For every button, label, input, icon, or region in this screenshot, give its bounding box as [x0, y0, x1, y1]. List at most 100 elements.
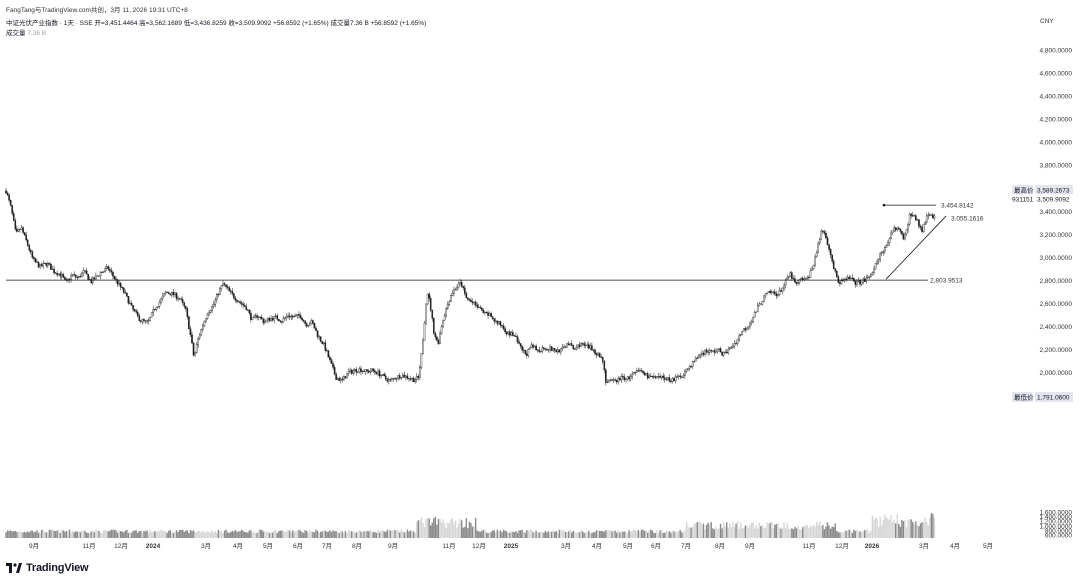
candle	[529, 346, 531, 350]
time-tick-label: 12月	[472, 542, 486, 550]
volume-bar	[31, 530, 34, 538]
volume-bar	[656, 530, 658, 538]
volume-bar	[230, 531, 232, 538]
volume-bar	[839, 532, 841, 538]
candle	[352, 368, 355, 376]
candle	[189, 325, 192, 337]
volume-bar	[426, 517, 429, 538]
candle	[129, 300, 131, 305]
volume-bar	[265, 532, 268, 538]
candle	[248, 309, 251, 316]
volume-bar	[437, 519, 440, 538]
candle	[59, 271, 62, 280]
volume-bar	[64, 531, 66, 538]
candle	[693, 359, 695, 363]
volume-bar	[27, 531, 29, 538]
volume-bar	[681, 532, 683, 538]
currency-label[interactable]: CNY	[1040, 18, 1054, 25]
symbol-title[interactable]: 中证光伏产业指数 · 1天 · SSE	[6, 20, 93, 27]
candle	[704, 349, 706, 357]
candle	[115, 276, 117, 284]
volume-bar	[763, 527, 765, 538]
candle	[57, 273, 60, 276]
volume-bar	[462, 527, 464, 538]
volume-bar	[363, 531, 365, 538]
candle	[617, 376, 620, 385]
volume-bar	[710, 522, 712, 538]
volume-bar	[433, 518, 435, 538]
candle	[806, 275, 809, 281]
candle	[619, 376, 621, 382]
volume-bar	[563, 530, 565, 538]
candle	[202, 323, 204, 333]
candle	[848, 274, 850, 281]
candle	[372, 368, 375, 373]
candle	[921, 224, 923, 234]
svg-text:最低价: 最低价	[1014, 392, 1034, 401]
volume-bar	[301, 531, 303, 538]
volume-bar	[110, 529, 113, 538]
volume-bar	[891, 521, 894, 538]
volume-legend-label[interactable]: 成交量	[6, 30, 26, 37]
candle	[243, 302, 246, 307]
volume-bar	[526, 530, 528, 538]
volume-bar	[47, 532, 49, 538]
volume-bar	[164, 531, 167, 538]
candle	[181, 296, 184, 306]
candle	[491, 315, 494, 321]
volume-bar	[617, 530, 619, 538]
time-tick-label: 3月	[919, 542, 929, 550]
candle	[470, 297, 472, 303]
candle	[715, 347, 717, 354]
volume-bar	[752, 522, 754, 538]
candle	[656, 376, 658, 379]
candle	[673, 377, 675, 382]
volume-bar	[713, 529, 716, 538]
candle	[212, 301, 215, 309]
candle	[667, 377, 669, 381]
volume-bar	[668, 531, 671, 538]
candle	[677, 375, 680, 380]
volume-bar	[735, 523, 737, 538]
volume-bar	[552, 530, 554, 538]
volume-bar	[459, 519, 461, 538]
volume-bar	[820, 526, 822, 538]
volume-bar	[358, 530, 361, 538]
volume-bar	[648, 530, 650, 538]
candle	[800, 277, 802, 280]
triangle-bottom-line[interactable]	[885, 215, 947, 280]
volume-bar	[327, 531, 330, 538]
candle	[626, 376, 629, 382]
volume-bar	[37, 532, 40, 538]
volume-bar	[757, 528, 759, 538]
candle	[851, 274, 854, 281]
volume-bar	[674, 531, 677, 538]
volume-bar	[417, 520, 419, 538]
candle	[367, 368, 370, 374]
volume-bar	[819, 521, 821, 538]
time-axis[interactable]: 9月 11月 12月 2024 3月 4月 5月 6月 7月 8月 9月 11月 12月 2025 3月 4月…	[29, 542, 993, 550]
candle	[344, 376, 347, 379]
volume-bar	[416, 521, 418, 538]
candle	[112, 270, 114, 280]
candle	[155, 306, 158, 312]
candle	[70, 272, 72, 283]
volume-bar	[223, 530, 226, 538]
candle	[820, 229, 823, 240]
candle	[284, 316, 286, 321]
volume-bar	[254, 533, 257, 538]
volume-bar	[805, 524, 807, 538]
volume-bar	[92, 530, 94, 538]
volume-bar	[101, 533, 103, 538]
volume-bar	[870, 530, 872, 538]
tradingview-logo[interactable]: TradingView	[6, 562, 89, 574]
price-axis[interactable]: 4,800.0000 4,600.0000 4,400.0000 4,200.0000…	[1039, 47, 1072, 377]
volume-bar	[152, 532, 154, 538]
volume-bar	[251, 532, 254, 538]
volume-bar	[318, 532, 320, 538]
volume-bar	[132, 530, 134, 538]
candle	[541, 345, 544, 354]
volume-bar	[133, 530, 136, 538]
time-tick-label: 11月	[82, 542, 95, 550]
